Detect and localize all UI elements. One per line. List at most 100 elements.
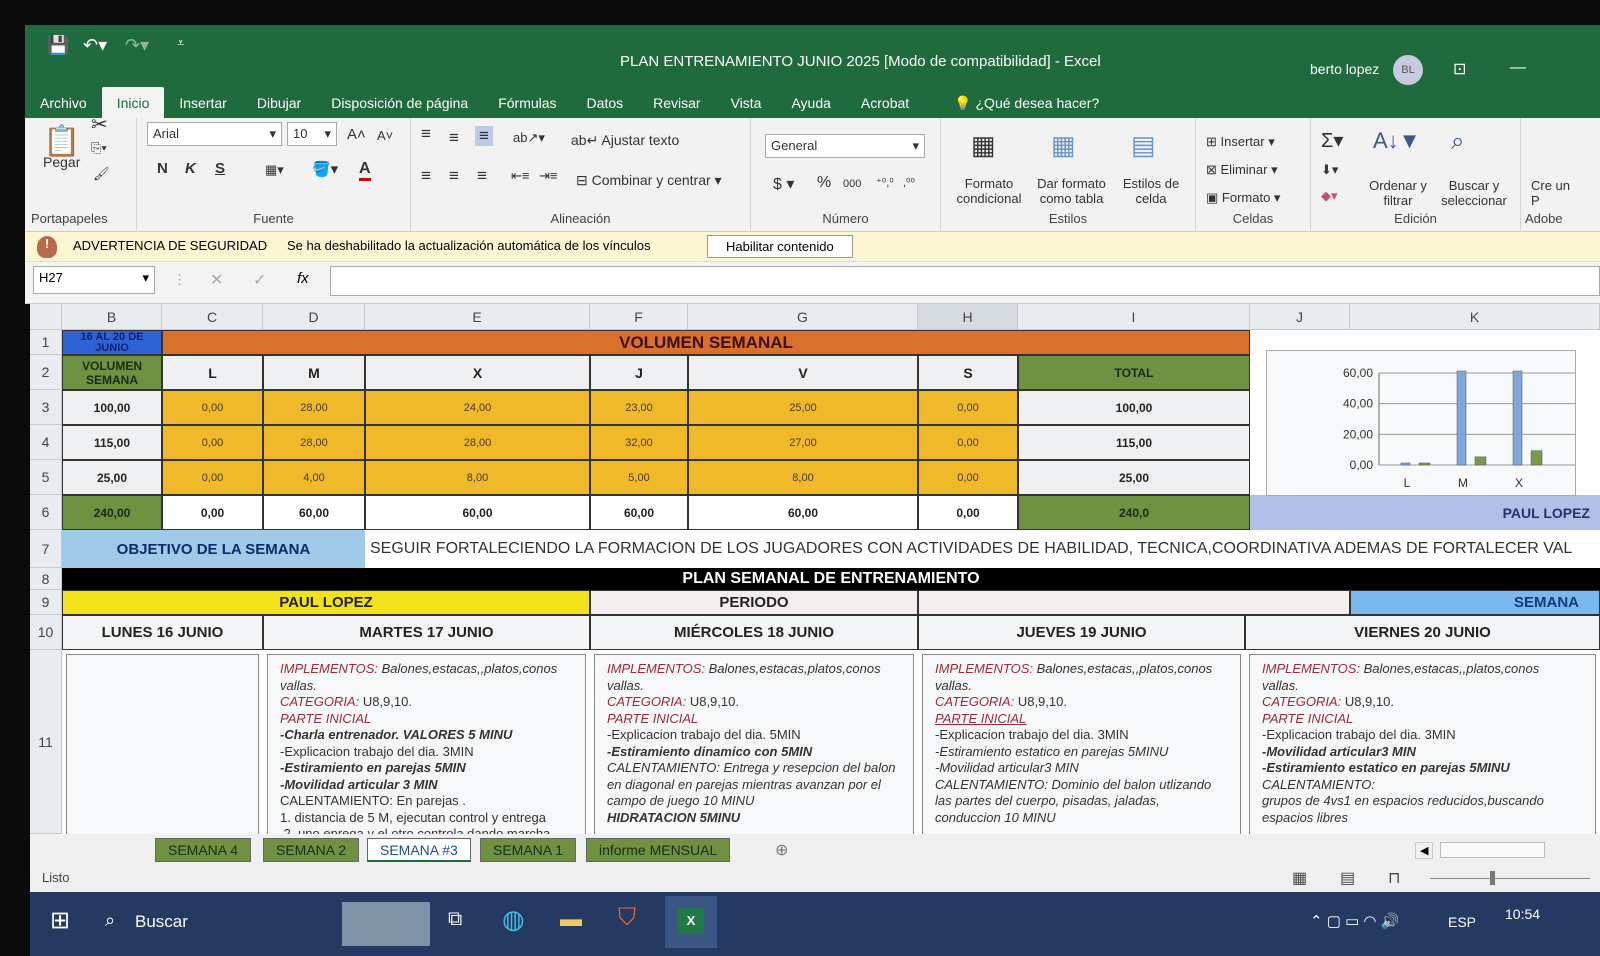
- row-header-8[interactable]: 8: [30, 568, 62, 590]
- percent-button[interactable]: %: [817, 174, 832, 191]
- column-header-F[interactable]: F: [590, 304, 688, 330]
- zoom-slider[interactable]: [1430, 878, 1590, 879]
- row-header-4[interactable]: 4: [30, 425, 62, 460]
- row-header-10[interactable]: 10: [30, 615, 62, 650]
- borders-icon[interactable]: ▦▾: [265, 162, 284, 177]
- coach-name[interactable]: PAUL LOPEZ: [62, 590, 590, 615]
- clear-icon[interactable]: ◆▾: [1321, 188, 1338, 203]
- sheet-tab[interactable]: SEMANA 1: [480, 838, 577, 862]
- daily-volume-cell[interactable]: 23,00: [590, 390, 688, 425]
- week-volume-cell[interactable]: 100,00: [62, 390, 162, 425]
- tab-acrobat[interactable]: Acrobat: [860, 95, 910, 111]
- day-letter-S[interactable]: S: [918, 355, 1018, 390]
- cell-styles-icon[interactable]: ▤: [1131, 130, 1156, 160]
- number-format-select[interactable]: General ▾: [765, 134, 925, 158]
- daily-volume-cell[interactable]: 0,00: [162, 390, 263, 425]
- fill-icon[interactable]: ⬇▾: [1321, 162, 1339, 177]
- shrink-font-icon[interactable]: A˅: [377, 128, 394, 143]
- row-total-cell[interactable]: 25,00: [1018, 460, 1250, 495]
- normal-view-icon[interactable]: ▦: [1292, 870, 1308, 887]
- minimize-icon[interactable]: —: [1510, 59, 1526, 76]
- daily-volume-cell[interactable]: 5,00: [590, 460, 688, 495]
- search-icon[interactable]: ⌕: [105, 910, 116, 930]
- insert-function-icon[interactable]: fx: [297, 270, 309, 287]
- volume-week-label[interactable]: VOLUMEN SEMANA: [62, 355, 162, 390]
- volume-header-cell[interactable]: VOLUMEN SEMANAL: [162, 330, 1250, 355]
- scroll-left-icon[interactable]: ◀: [1415, 842, 1434, 859]
- daily-volume-cell[interactable]: 8,00: [688, 460, 918, 495]
- column-header-B[interactable]: B: [62, 304, 162, 330]
- row-header-9[interactable]: 9: [30, 590, 62, 615]
- tab-dibujar[interactable]: Dibujar: [256, 95, 302, 111]
- find-select-button[interactable]: Buscar y seleccionar: [1441, 178, 1507, 208]
- name-box[interactable]: H27 ▾: [33, 266, 155, 294]
- total-header[interactable]: TOTAL: [1018, 355, 1250, 390]
- day-letter-L[interactable]: L: [162, 355, 263, 390]
- objective-label[interactable]: OBJETIVO DE LA SEMANA: [62, 530, 365, 568]
- windows-start-icon[interactable]: ⊞: [50, 907, 71, 934]
- currency-button[interactable]: $ ▾: [773, 176, 795, 193]
- orientation-icon[interactable]: ab↗▾: [513, 130, 545, 145]
- column-header-I[interactable]: I: [1018, 304, 1250, 330]
- row-header-3[interactable]: 3: [30, 390, 62, 425]
- day-plan-cell[interactable]: IMPLEMENTOS: Balones,estacas,,platos,con…: [267, 654, 586, 834]
- day-plan-cell[interactable]: IMPLEMENTOS: Balones,estacas,,platos,con…: [1249, 654, 1596, 834]
- increase-indent-icon[interactable]: ⇥≡: [539, 168, 558, 183]
- column-header-H[interactable]: H: [918, 304, 1018, 330]
- daily-total-cell[interactable]: 60,00: [688, 495, 918, 530]
- tell-me-search[interactable]: 💡 ¿Qué desea hacer?: [924, 87, 1114, 120]
- daily-volume-cell[interactable]: 0,00: [162, 425, 263, 460]
- align-top-icon[interactable]: ≡: [421, 124, 431, 143]
- edge-icon[interactable]: ◍: [502, 904, 525, 934]
- daily-volume-cell[interactable]: 28,00: [263, 390, 365, 425]
- volume-chart[interactable]: 0,00 20,00 40,00 60,00 L M X: [1266, 350, 1576, 496]
- daily-volume-cell[interactable]: 0,00: [918, 390, 1018, 425]
- task-view-icon[interactable]: ⧉: [448, 908, 463, 930]
- row-header-6[interactable]: 6: [30, 495, 62, 530]
- day-letter-M[interactable]: M: [263, 355, 365, 390]
- row-total-cell[interactable]: 100,00: [1018, 390, 1250, 425]
- create-pdf-button[interactable]: Cre un P: [1531, 178, 1571, 208]
- daily-volume-cell[interactable]: 25,00: [688, 390, 918, 425]
- align-bottom-icon[interactable]: ≡: [475, 126, 493, 146]
- formula-input[interactable]: [330, 266, 1600, 296]
- decrease-indent-icon[interactable]: ⇤≡: [511, 168, 530, 183]
- tab-vista[interactable]: Vista: [730, 95, 762, 111]
- insert-cells-button[interactable]: ⊞ Insertar ▾: [1206, 134, 1275, 149]
- conditional-format-icon[interactable]: ▦: [971, 130, 996, 160]
- excel-taskbar-button[interactable]: X: [665, 896, 717, 948]
- increase-decimal-icon[interactable]: ⁺⁰,⁰: [876, 177, 894, 189]
- merge-center-button[interactable]: ⊟ Combinar y centrar ▾: [576, 172, 722, 188]
- day-plan-cell[interactable]: IMPLEMENTOS: Balones,estacas,,platos,con…: [922, 654, 1241, 834]
- format-cells-button[interactable]: ▣ Formato ▾: [1206, 190, 1281, 205]
- ribbon-display-icon[interactable]: ⊡: [1453, 61, 1467, 78]
- align-center-icon[interactable]: ≡: [449, 166, 459, 185]
- daily-volume-cell[interactable]: 0,00: [162, 460, 263, 495]
- decrease-decimal-icon[interactable]: ,⁰⁰: [903, 177, 915, 189]
- underline-button[interactable]: S: [215, 160, 226, 177]
- daily-volume-cell[interactable]: 8,00: [365, 460, 590, 495]
- daily-total-cell[interactable]: 0,00: [162, 495, 263, 530]
- sort-filter-icon[interactable]: A↓▼: [1373, 128, 1421, 153]
- column-header-G[interactable]: G: [688, 304, 918, 330]
- day-letter-X[interactable]: X: [365, 355, 590, 390]
- grand-total-cell[interactable]: 240,0: [1018, 495, 1250, 530]
- sheet-tab[interactable]: SEMANA 2: [263, 838, 360, 862]
- align-right-icon[interactable]: ≡: [477, 166, 487, 185]
- sheet-tab[interactable]: informe MENSUAL: [586, 838, 731, 862]
- tab-f-rmulas[interactable]: Fórmulas: [498, 95, 557, 111]
- daily-total-cell[interactable]: 0,00: [918, 495, 1018, 530]
- cut-icon[interactable]: ✂: [91, 114, 108, 136]
- column-header-D[interactable]: D: [263, 304, 365, 330]
- daily-volume-cell[interactable]: 28,00: [365, 425, 590, 460]
- delete-cells-button[interactable]: ⊠ Eliminar ▾: [1206, 162, 1278, 177]
- daily-volume-cell[interactable]: 27,00: [688, 425, 918, 460]
- tab-insertar[interactable]: Insertar: [179, 95, 227, 111]
- tray-icons[interactable]: ⌃ ▢ ▭ ◠ 🔊: [1310, 913, 1400, 930]
- italic-button[interactable]: K: [185, 160, 196, 177]
- format-painter-icon[interactable]: 🖌: [93, 166, 110, 181]
- language-indicator[interactable]: ESP: [1448, 914, 1477, 930]
- enter-icon[interactable]: ✓: [253, 272, 267, 289]
- daily-total-cell[interactable]: 60,00: [365, 495, 590, 530]
- zoom-slider-thumb[interactable]: [1490, 871, 1495, 885]
